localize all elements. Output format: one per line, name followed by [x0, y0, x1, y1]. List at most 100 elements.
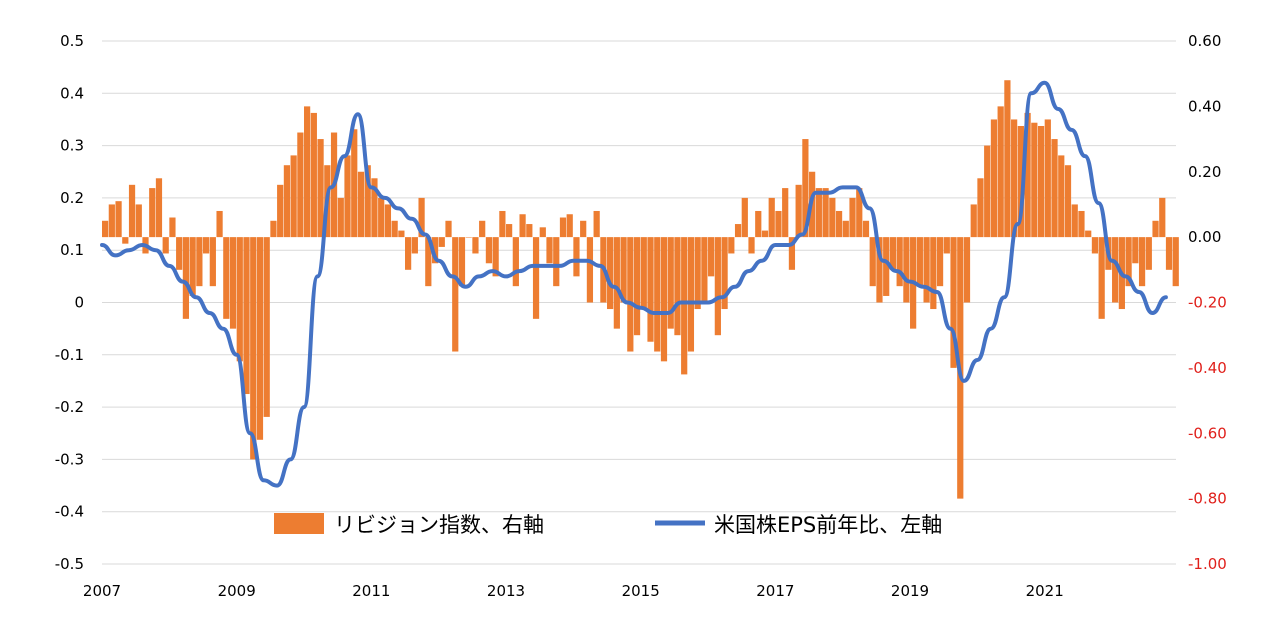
revision-bar	[418, 197, 425, 238]
x-tick-label: 2011	[352, 582, 390, 600]
revision-bar	[304, 106, 311, 238]
right-tick-label: 0.60	[1188, 32, 1221, 50]
revision-bar	[640, 237, 647, 310]
revision-bar	[708, 237, 715, 277]
revision-bar	[506, 224, 513, 238]
revision-bar	[243, 237, 250, 395]
revision-bar	[1024, 112, 1031, 238]
revision-bar	[829, 197, 836, 238]
legend: リビジョン指数、右軸 米国株EPS前年比、左軸	[274, 513, 942, 537]
line-series	[100, 80, 1168, 488]
revision-bar	[721, 237, 728, 310]
revision-bar	[378, 197, 385, 238]
revision-bar	[923, 237, 930, 303]
legend-bar-label: リビジョン指数、右軸	[334, 513, 544, 537]
revision-bar	[963, 237, 971, 303]
revision-bar	[1031, 122, 1038, 238]
revision-bar	[889, 237, 897, 270]
revision-bar	[102, 220, 109, 238]
revision-bar	[795, 184, 802, 238]
left-tick-label: 0.2	[60, 189, 84, 207]
revision-bar	[694, 237, 701, 310]
revision-bar	[189, 237, 196, 296]
revision-bar	[236, 237, 243, 362]
revision-bar	[930, 237, 937, 310]
revision-bar	[351, 129, 358, 238]
revision-bar	[714, 237, 721, 336]
bar-series	[102, 80, 1179, 499]
revision-bar	[647, 237, 654, 342]
x-tick-label: 2013	[487, 582, 525, 600]
revision-bar	[499, 210, 506, 238]
revision-bar	[250, 237, 257, 460]
revision-bar	[687, 237, 695, 352]
revision-bar	[162, 237, 169, 254]
revision-bar	[465, 237, 472, 238]
right-tick-label: -0.80	[1188, 490, 1227, 508]
x-axis: 2007 2009 2011 2013 2015 2017 2019 2021	[83, 582, 1064, 600]
revision-bar	[984, 145, 991, 238]
revision-bar	[532, 237, 540, 319]
revision-bar	[1172, 237, 1179, 287]
revision-bar	[216, 210, 223, 238]
revision-bar	[667, 237, 674, 329]
revision-bar	[896, 237, 903, 287]
revision-bar	[862, 220, 870, 238]
revision-bar	[586, 237, 594, 303]
revision-bar	[768, 197, 775, 238]
revision-bar	[788, 237, 796, 270]
revision-bar	[633, 237, 641, 336]
revision-bar	[1098, 237, 1105, 319]
left-tick-label: -0.1	[55, 346, 84, 364]
revision-bar	[1071, 204, 1078, 238]
revision-bar	[916, 237, 923, 287]
x-tick-label: 2017	[756, 582, 794, 600]
x-tick-label: 2007	[83, 582, 121, 600]
revision-bar	[613, 237, 620, 329]
revision-bar	[223, 237, 230, 319]
revision-bar	[977, 178, 984, 238]
revision-bar	[883, 237, 890, 296]
revision-bar	[835, 210, 843, 238]
left-tick-label: 0.4	[60, 84, 84, 102]
revision-bar	[135, 204, 142, 238]
revision-bar	[1159, 197, 1166, 238]
revision-bar	[384, 204, 392, 238]
right-tick-label: -0.40	[1188, 359, 1227, 377]
revision-bar	[209, 237, 216, 287]
revision-bar	[357, 171, 365, 238]
legend-line-label: 米国株EPS前年比、左軸	[714, 513, 942, 537]
left-tick-label: -0.3	[55, 450, 84, 468]
revision-bar	[607, 237, 614, 310]
revision-bar	[196, 237, 203, 287]
revision-bar	[782, 188, 789, 238]
right-axis: 0.60 0.40 0.20 0.00 -0.20 -0.40 -0.60 -0.80 -1.0…	[1188, 32, 1227, 573]
revision-bar	[748, 237, 755, 254]
revision-bar	[775, 210, 782, 238]
revision-bar	[310, 112, 317, 238]
revision-bar	[108, 204, 115, 238]
revision-bar	[734, 224, 742, 238]
revision-bar	[1058, 155, 1065, 238]
revision-bar	[728, 237, 735, 254]
revision-bar	[997, 106, 1004, 238]
revision-bar	[337, 197, 344, 238]
revision-bar	[593, 210, 600, 238]
revision-bar	[526, 224, 533, 238]
revision-bar	[458, 237, 466, 287]
revision-bar	[492, 237, 499, 277]
revision-bar	[1011, 119, 1018, 238]
revision-bar	[1125, 237, 1132, 287]
revision-bar	[990, 119, 998, 238]
right-tick-label: -0.60	[1188, 424, 1227, 442]
revision-bar	[701, 237, 708, 303]
revision-bar	[182, 237, 190, 319]
x-tick-label: 2019	[891, 582, 929, 600]
revision-bar	[479, 220, 486, 238]
revision-bar	[445, 220, 452, 238]
revision-bar	[229, 237, 237, 329]
revision-bar	[155, 178, 163, 238]
revision-bar	[761, 230, 769, 238]
revision-bar	[270, 220, 277, 238]
